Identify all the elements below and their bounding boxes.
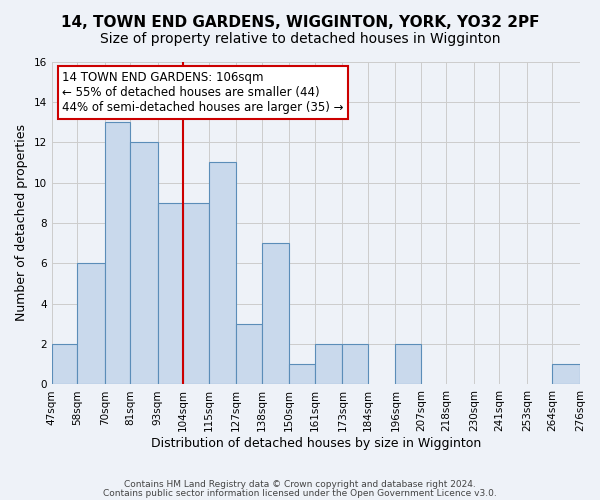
Bar — [130, 142, 158, 384]
Text: Contains HM Land Registry data © Crown copyright and database right 2024.: Contains HM Land Registry data © Crown c… — [124, 480, 476, 489]
Bar — [77, 264, 105, 384]
Y-axis label: Number of detached properties: Number of detached properties — [15, 124, 28, 322]
Text: 14 TOWN END GARDENS: 106sqm
← 55% of detached houses are smaller (44)
44% of sem: 14 TOWN END GARDENS: 106sqm ← 55% of det… — [62, 71, 344, 114]
X-axis label: Distribution of detached houses by size in Wigginton: Distribution of detached houses by size … — [151, 437, 481, 450]
Bar — [553, 364, 580, 384]
Bar — [262, 243, 289, 384]
Bar — [183, 203, 209, 384]
Bar — [236, 324, 262, 384]
Bar — [52, 344, 77, 385]
Text: Size of property relative to detached houses in Wigginton: Size of property relative to detached ho… — [100, 32, 500, 46]
Bar — [289, 364, 314, 384]
Bar — [158, 203, 183, 384]
Text: Contains public sector information licensed under the Open Government Licence v3: Contains public sector information licen… — [103, 490, 497, 498]
Bar — [209, 162, 236, 384]
Text: 14, TOWN END GARDENS, WIGGINTON, YORK, YO32 2PF: 14, TOWN END GARDENS, WIGGINTON, YORK, Y… — [61, 15, 539, 30]
Bar — [314, 344, 343, 385]
Bar — [105, 122, 130, 384]
Bar — [343, 344, 368, 385]
Bar — [395, 344, 421, 385]
